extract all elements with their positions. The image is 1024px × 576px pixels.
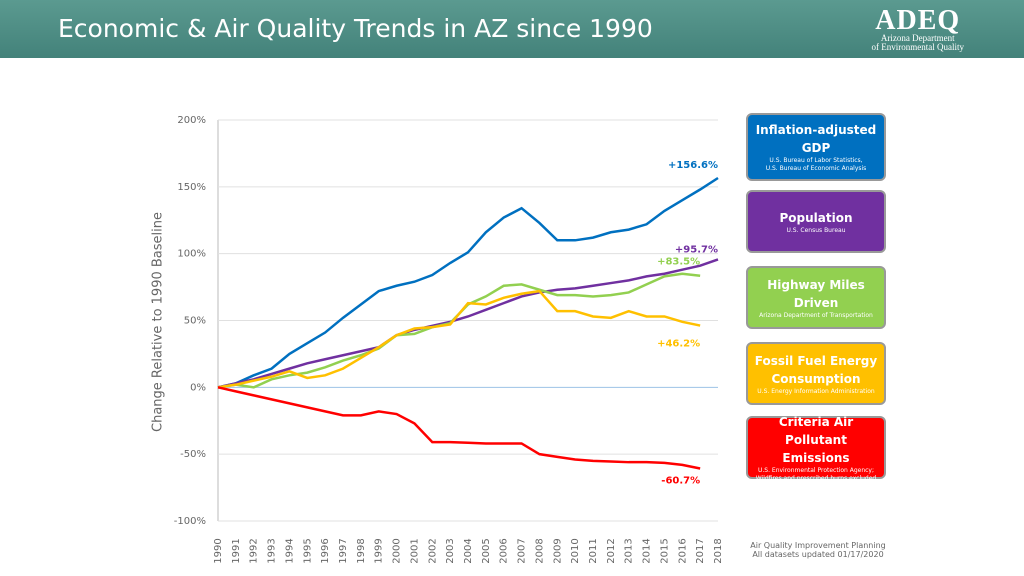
legend-label: Inflation-adjusted GDP (755, 123, 877, 155)
series-line (217, 289, 701, 389)
footer-line: Air Quality Improvement Planning (750, 541, 886, 550)
y-tick-label: 100% (177, 249, 206, 260)
series-line (217, 386, 701, 470)
y-tick-label: -100% (174, 516, 206, 527)
y-axis-label: Change Relative to 1990 Baseline (151, 212, 166, 432)
x-tick-label: 2011 (588, 538, 599, 563)
legend-source: U.S. Bureau of Labor Statistics, (769, 157, 863, 164)
x-tick-label: 1995 (302, 538, 313, 563)
legend-label: Highway Miles Driven (767, 277, 865, 310)
x-tick-label: 2012 (606, 538, 617, 563)
legend-source: U.S. Energy Information Administration (757, 387, 875, 395)
x-tick-label: 2003 (445, 538, 456, 563)
x-tick-label: 1993 (267, 538, 278, 563)
x-tick-label: 1992 (249, 538, 260, 563)
legend-item: Highway Miles Driven Arizona Department o… (746, 266, 886, 329)
series-line (217, 272, 701, 389)
x-tick-label: 2009 (552, 538, 563, 563)
legend-item: Criteria Air Pollutant Emissions U.S. Env… (746, 414, 886, 482)
series-line (217, 258, 719, 389)
logo: ADEQ Arizona Department of Environmental… (871, 5, 964, 52)
slide-title: Economic & Air Quality Trends in AZ sinc… (58, 14, 653, 43)
legend-item: Population U.S. Census Bureau (746, 190, 886, 253)
x-tick-label: 1991 (231, 538, 242, 563)
x-tick-label: 2005 (481, 538, 492, 563)
value-label: -60.7% (661, 475, 700, 486)
legend-source: Arizona Department of Transportation (759, 311, 873, 319)
legend-item: Fossil Fuel Energy Consumption U.S. Energ… (746, 342, 886, 405)
legend-item: Inflation-adjusted GDP U.S. Bureau of Lab… (746, 113, 886, 181)
x-tick-label: 2015 (659, 538, 670, 563)
legend-label: Criteria Air Pollutant Emissions (778, 414, 854, 465)
value-label: +83.5% (657, 257, 700, 268)
logo-line: Arizona Department (880, 33, 955, 43)
x-tick-label: 2000 (392, 538, 403, 563)
footer: Air Quality Improvement Planning All dat… (748, 541, 888, 559)
x-tick-label: 2004 (463, 538, 474, 563)
logo-name: ADEQ (875, 5, 961, 36)
x-tick-label: 2008 (534, 538, 545, 563)
value-label: +95.7% (675, 244, 718, 255)
y-tick-label: -50% (180, 449, 206, 460)
x-tick-label: 2013 (624, 538, 635, 563)
legend-source: Wildfires and prescribed burns excluded (755, 474, 877, 482)
x-tick-label: 2018 (713, 538, 724, 563)
header: Economic & Air Quality Trends in AZ sinc… (0, 0, 1024, 58)
legend-source: U.S. Bureau of Economic Analysis (765, 165, 867, 172)
x-tick-label: 1998 (356, 538, 367, 563)
x-tick-label: 1994 (284, 538, 295, 563)
y-tick-label: 200% (177, 115, 206, 126)
y-tick-label: 0% (190, 382, 206, 393)
x-tick-label: 1996 (320, 538, 331, 563)
legend-label: Fossil Fuel Energy Consumption (754, 353, 878, 386)
value-label: +46.2% (657, 339, 700, 350)
x-tick-label: 2001 (409, 538, 420, 563)
legend-source: U.S. Census Bureau (786, 226, 846, 234)
x-tick-label: 2016 (677, 538, 688, 563)
legend-label: Population (779, 210, 853, 225)
x-tick-label: 2010 (570, 538, 581, 563)
x-tick-label: 2014 (642, 538, 653, 563)
x-tick-label: 1997 (338, 538, 349, 563)
x-tick-label: 2002 (427, 538, 438, 563)
legend-source: U.S. Environmental Protection Agency; (757, 466, 875, 474)
x-tick-label: 1990 (213, 538, 224, 563)
x-tick-label: 1999 (374, 538, 385, 563)
y-tick-label: 50% (184, 316, 206, 327)
logo-line: of Environmental Quality (871, 42, 964, 52)
x-tick-label: 2007 (517, 538, 528, 563)
x-tick-label: 2017 (695, 538, 706, 563)
y-tick-label: 150% (177, 182, 206, 193)
x-tick-label: 2006 (499, 538, 510, 563)
footer-line: All datasets updated 01/17/2020 (752, 550, 884, 559)
value-label: +156.6% (668, 160, 718, 171)
series-line (217, 176, 719, 389)
